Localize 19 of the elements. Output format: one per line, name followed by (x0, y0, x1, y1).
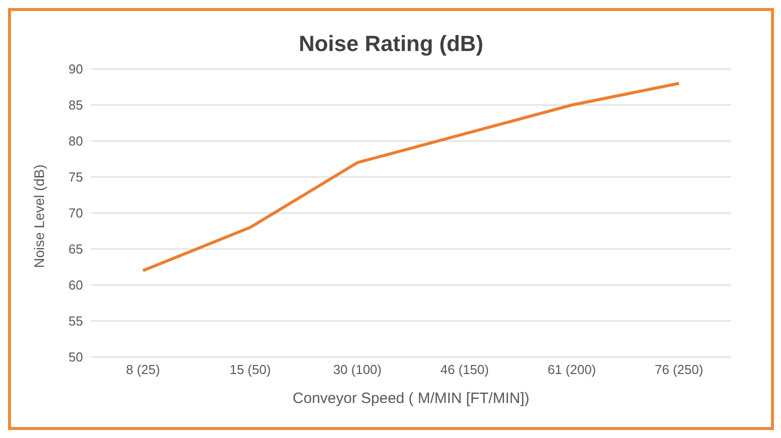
x-tick-label: 30 (100) (333, 362, 382, 378)
y-tick-label: 80 (68, 134, 83, 149)
x-tick-label: 46 (150) (440, 362, 489, 378)
y-tick-label: 50 (68, 350, 83, 365)
y-tick-label: 90 (68, 62, 83, 77)
y-tick-label: 60 (68, 278, 83, 293)
y-tick-label: 55 (68, 314, 83, 329)
x-axis-title: Conveyor Speed ( M/MIN [FT/MIN]) (292, 390, 530, 407)
x-tick-label: 8 (25) (126, 362, 160, 378)
y-tick-label: 70 (68, 206, 83, 221)
y-tick-label: 65 (68, 242, 83, 257)
chart-title: Noise Rating (dB) (298, 31, 484, 57)
y-tick-label: 75 (68, 170, 83, 185)
line-series (142, 82, 680, 272)
y-tick-label: 85 (68, 98, 83, 113)
x-tick-label: 61 (200) (548, 362, 596, 378)
y-axis-title: Noise Level (dB) (30, 164, 47, 268)
x-tick-label: 76 (250) (654, 362, 704, 378)
x-tick-label: 15 (50) (230, 362, 271, 378)
